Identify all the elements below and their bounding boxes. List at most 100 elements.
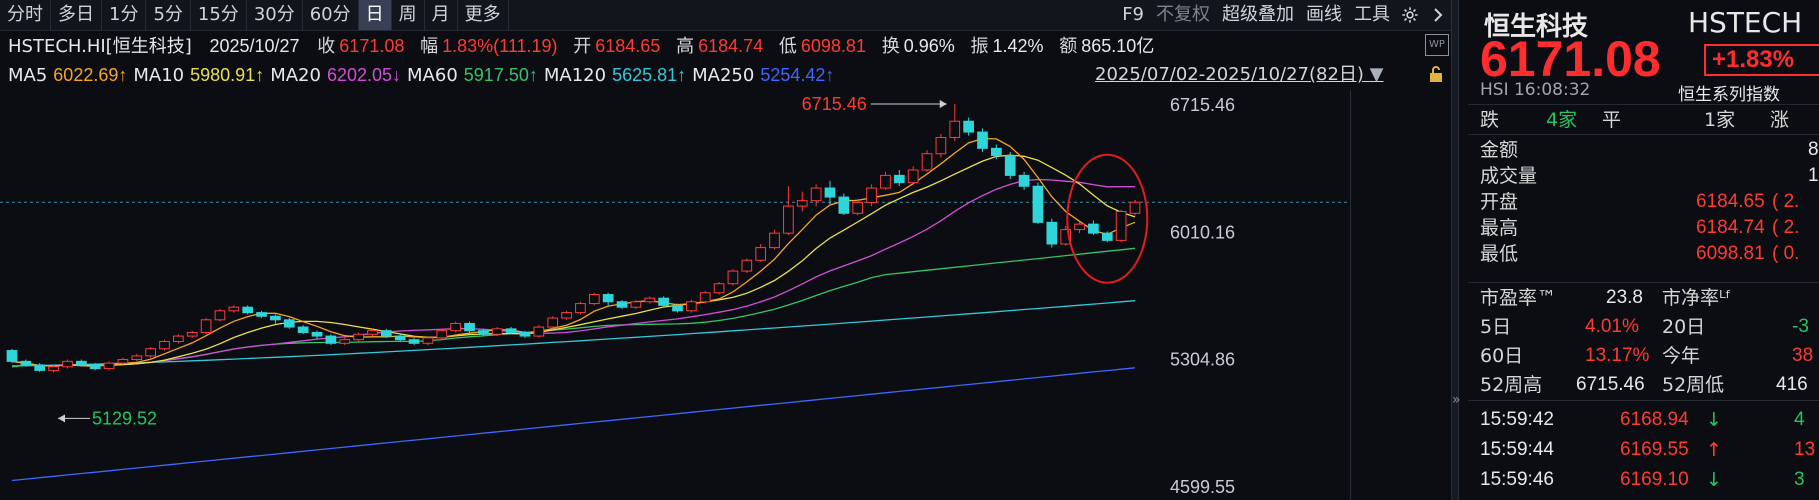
candle-up [367, 330, 378, 335]
candle-down [270, 315, 281, 321]
ma5-line [11, 137, 1136, 368]
market-time: HSI 16:08:32 [1480, 80, 1591, 100]
tick-volume: 3 [1794, 469, 1805, 490]
kline-chart[interactable]: 6715.46 6010.16 5304.86 4599.55 6715.46 5129.… [0, 90, 1450, 500]
candle-up [630, 301, 642, 308]
high-label: 高 [676, 36, 695, 57]
ma20-line [11, 178, 1135, 367]
candle-up [880, 174, 891, 189]
candle-down [311, 331, 323, 337]
caret-down-icon: ▼ [1369, 64, 1384, 85]
candle-up [852, 201, 864, 214]
period-tab-day[interactable]: 日 [358, 0, 392, 30]
candle-up [1115, 211, 1127, 241]
quote-info-row: HSTECH.HI[恒生科技] 2025/10/27 收 6171.08 幅 1.8… [8, 32, 1158, 60]
ma-value: 5625.81↑ [612, 65, 687, 85]
ma-value: 6022.69↑ [53, 65, 128, 85]
wallpaper-icon[interactable]: WP [1425, 34, 1449, 56]
stat-value: 6184.65 [1696, 191, 1765, 212]
candle-up [769, 232, 780, 249]
arrow-up-icon: ↑ [1706, 439, 1722, 461]
open-value: 6184.65 [595, 36, 661, 56]
tick-price: 6169.10 [1620, 469, 1689, 490]
candle-down [1032, 185, 1044, 223]
candle-down [616, 301, 628, 308]
panel-splitter[interactable] [1451, 0, 1459, 500]
ratio-value: -3 [1792, 316, 1809, 337]
candle-down [963, 120, 974, 133]
period-tab-week[interactable]: 周 [392, 0, 425, 30]
period-tab-30min[interactable]: 30分 [247, 0, 303, 30]
overlay-button[interactable]: 超级叠加 [1222, 4, 1294, 25]
period-tab-multiday[interactable]: 多日 [51, 0, 102, 30]
candle-down [6, 350, 18, 362]
ratio-label: 20日 [1662, 316, 1706, 338]
ma-label: MA120 [543, 65, 607, 86]
divider [1468, 134, 1819, 135]
stat-label: 最低 [1480, 243, 1519, 265]
tick-price: 6169.55 [1620, 439, 1689, 460]
candle-down [1018, 174, 1030, 187]
chevron-double-right-icon[interactable]: » [1452, 392, 1461, 408]
candle-up [173, 335, 184, 342]
ma-label: MA20 [270, 65, 321, 86]
tick-time: 15:59:44 [1480, 439, 1554, 460]
period-tab-60min[interactable]: 60分 [303, 0, 359, 30]
ma10-line [11, 154, 1136, 367]
period-tab-15min[interactable]: 15分 [191, 0, 247, 30]
candle-down [75, 360, 87, 366]
period-tab-1min[interactable]: 1分 [102, 0, 147, 30]
toolbar-right-group: F9 不复权 超级叠加 画线 工具 [1116, 0, 1452, 30]
candle-down [478, 330, 489, 335]
flat-count: 1家 [1704, 109, 1736, 131]
stat-label: 开盘 [1480, 191, 1519, 213]
amplitude-label: 振 [970, 36, 989, 57]
candle-down [824, 187, 836, 198]
candle-up [810, 187, 822, 202]
stat-extra: ( 2. [1772, 217, 1800, 238]
close-value: 6171.08 [339, 36, 405, 56]
change-value: 1.83%(111.19) [442, 36, 558, 56]
candle-down [672, 304, 683, 312]
date-range-selector[interactable]: 2025/07/02-2025/10/27(82日) ▼ [1095, 61, 1384, 89]
period-tab-month[interactable]: 月 [425, 0, 458, 30]
candle-up [699, 292, 711, 303]
ma60-line [11, 247, 1136, 368]
period-tab-5min[interactable]: 5分 [146, 0, 191, 30]
draw-line-button[interactable]: 画线 [1306, 4, 1342, 25]
candle-down [325, 335, 337, 344]
candle-up [685, 301, 697, 312]
quote-panel: 恒生科技 HSTECH 6171.08 +1.83% HSI 16:08:32 … [1468, 0, 1819, 500]
divider [1468, 400, 1819, 401]
lock-icon[interactable] [1428, 65, 1444, 83]
candle-up [547, 317, 559, 328]
ma-value: 6202.05↓ [326, 65, 402, 85]
candle-up [588, 294, 600, 305]
candle-up [866, 187, 877, 203]
tick-time: 15:59:46 [1480, 469, 1554, 490]
no-adjust-button[interactable]: 不复权 [1156, 4, 1210, 25]
ma120-line [11, 300, 1136, 367]
chevron-right-icon[interactable] [1424, 0, 1452, 30]
period-tab-more[interactable]: 更多 [458, 0, 509, 30]
candle-down [658, 297, 669, 306]
candle-down [838, 196, 850, 214]
turnover-label: 换 [881, 36, 900, 57]
ma250-line [11, 367, 1136, 482]
tools-button[interactable]: 工具 [1354, 4, 1390, 25]
y-tick-label: 5304.86 [1170, 350, 1235, 370]
period-tab-intraday[interactable]: 分时 [0, 0, 51, 30]
candle-up [1074, 223, 1085, 231]
candle-up [907, 169, 919, 184]
candle-up [783, 205, 794, 234]
candle-up [755, 247, 767, 261]
y-tick-label: 6715.46 [1170, 95, 1235, 115]
candle-up [214, 310, 226, 321]
ma-label: MA250 [692, 65, 755, 86]
last-price: 6171.08 [1480, 31, 1661, 87]
gear-icon[interactable] [1396, 0, 1424, 30]
f9-button[interactable]: F9 [1122, 4, 1144, 25]
stat-value: 17 [1808, 165, 1819, 186]
tick-volume: 13 [1794, 439, 1816, 460]
close-label: 收 [317, 36, 336, 57]
